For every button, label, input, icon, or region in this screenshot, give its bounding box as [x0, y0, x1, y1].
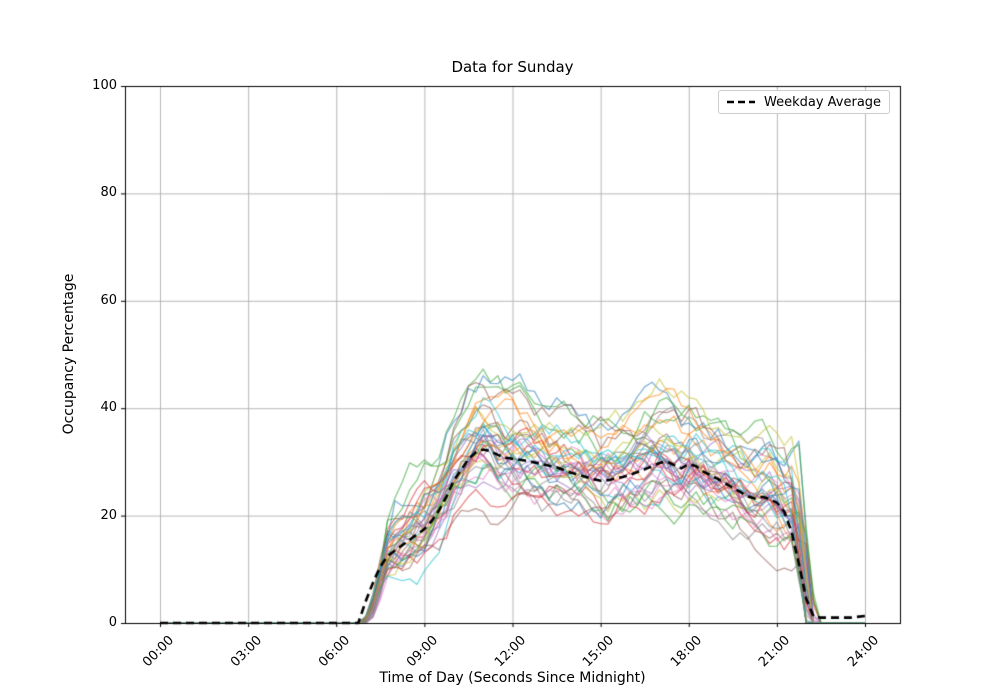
legend: Weekday Average [718, 90, 890, 114]
y-tick-label: 100 [92, 78, 117, 93]
x-axis-label: Time of Day (Seconds Since Midnight) [379, 670, 646, 686]
y-tick-label: 0 [108, 615, 117, 630]
y-tick-label: 40 [100, 400, 117, 416]
chart-title: Data for Sunday [451, 58, 574, 76]
legend-label: Weekday Average [764, 94, 882, 110]
y-tick-label: 60 [100, 292, 117, 308]
y-tick-label: 80 [100, 185, 117, 201]
legend-dashed-line-icon [727, 100, 755, 104]
y-axis-label: Occupancy Percentage [61, 273, 77, 435]
y-tick-label: 20 [100, 507, 117, 523]
